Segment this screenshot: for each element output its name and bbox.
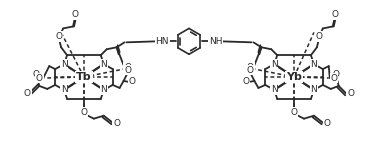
Text: N: N xyxy=(101,60,107,69)
Text: N: N xyxy=(271,60,277,69)
Text: N: N xyxy=(311,85,317,94)
Text: N: N xyxy=(311,60,317,69)
Text: O: O xyxy=(347,89,354,98)
Text: O: O xyxy=(124,66,131,75)
Text: O: O xyxy=(129,77,136,87)
Text: O: O xyxy=(247,63,254,72)
Text: N: N xyxy=(101,85,107,94)
Text: O: O xyxy=(331,10,338,19)
Text: O: O xyxy=(291,108,297,117)
Text: Tb: Tb xyxy=(76,72,92,82)
Text: O: O xyxy=(33,70,40,79)
Text: O: O xyxy=(330,73,337,83)
Text: O: O xyxy=(332,70,339,79)
Text: O: O xyxy=(71,10,79,19)
Text: O: O xyxy=(56,32,63,41)
Text: HN: HN xyxy=(155,37,169,46)
Text: O: O xyxy=(81,108,87,117)
Text: N: N xyxy=(271,85,277,94)
Text: O: O xyxy=(113,119,120,128)
Text: O: O xyxy=(242,77,249,87)
Text: O: O xyxy=(24,89,31,98)
Text: Yb: Yb xyxy=(286,72,302,82)
Text: O: O xyxy=(124,63,131,72)
Text: O: O xyxy=(323,119,330,128)
Text: N: N xyxy=(61,85,67,94)
Text: O: O xyxy=(247,66,254,75)
Text: O: O xyxy=(315,32,322,41)
Text: O: O xyxy=(36,73,43,83)
Text: N: N xyxy=(61,60,67,69)
Text: NH: NH xyxy=(209,37,223,46)
